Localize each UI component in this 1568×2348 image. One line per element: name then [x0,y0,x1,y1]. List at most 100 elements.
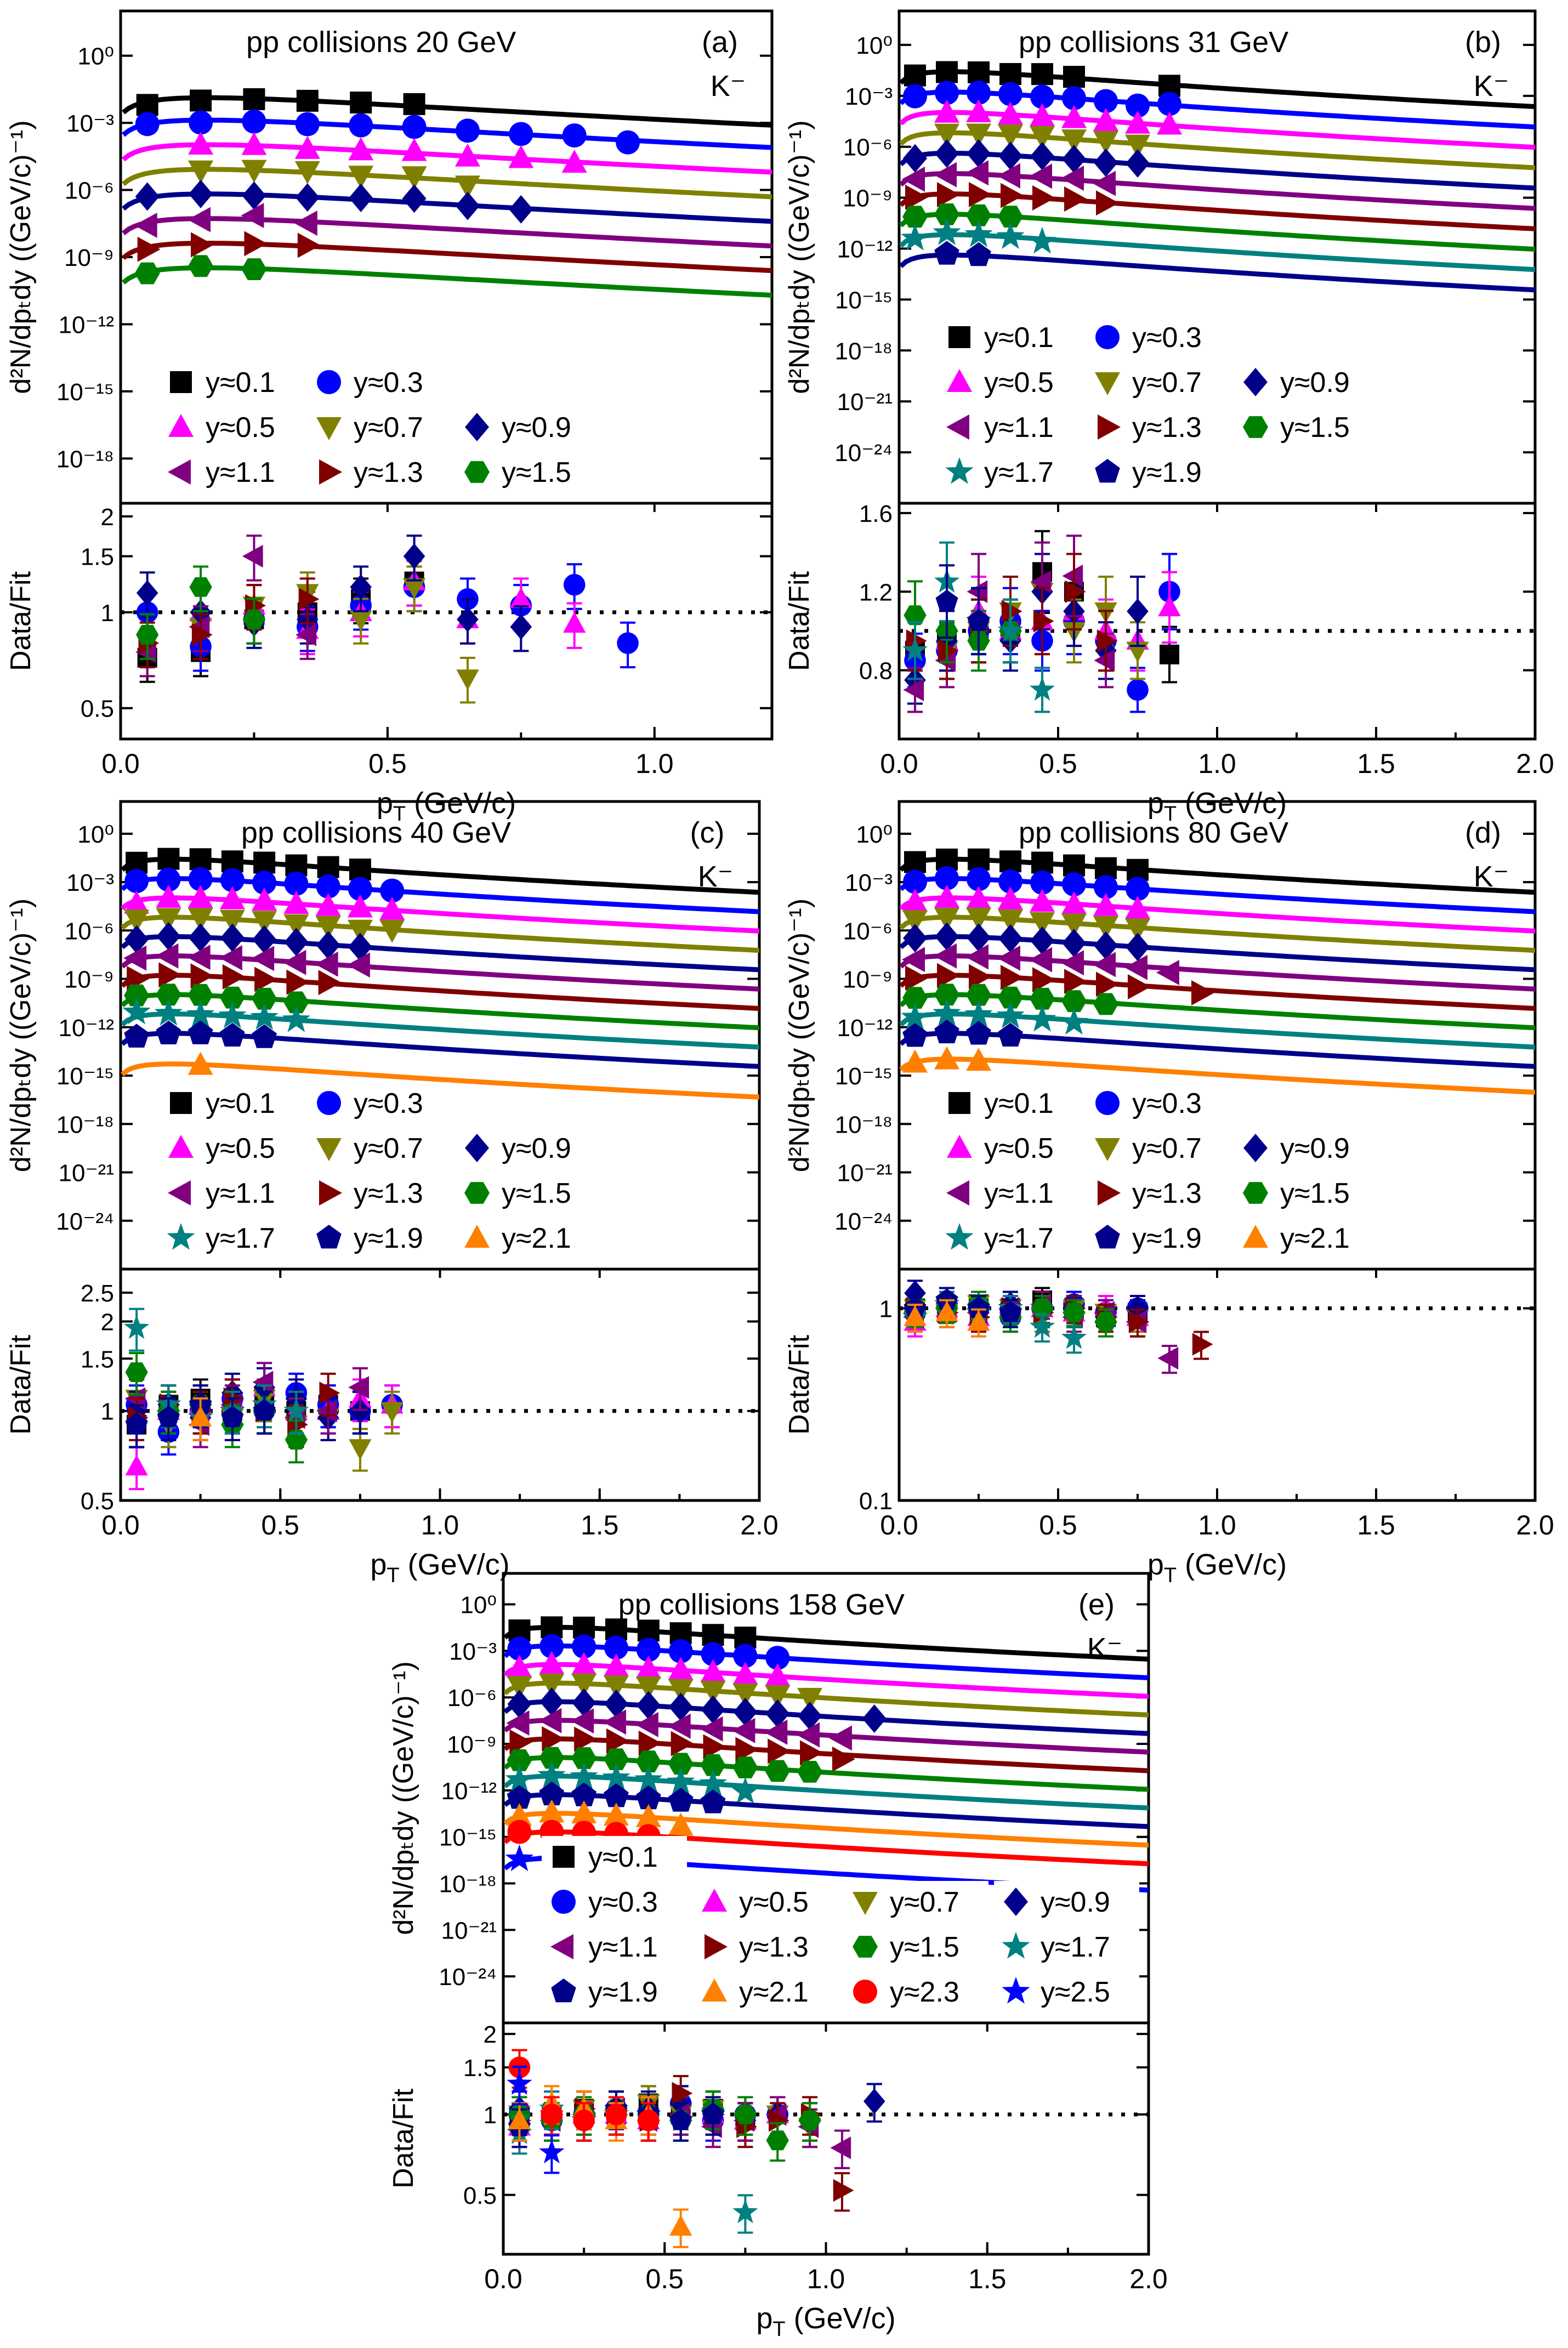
spectrum-point [1001,965,1024,991]
ratio-y-tick-label: 2 [101,1309,114,1335]
ratio-y-tick-label: 1 [879,1296,893,1323]
legend-entry: y≈0.7 [307,1127,450,1169]
spectrum-point [998,141,1022,170]
spectrum-point [284,871,309,896]
spectrum-point [403,93,425,115]
y-tick-label: 10⁻¹⁸ [835,338,893,365]
legend-marker [1243,416,1268,438]
spectrum-point [379,896,405,920]
spectrum-point [188,132,214,155]
legend-label: y≈0.9 [1041,1886,1110,1918]
legend-marker [1098,414,1121,440]
spectrum-point [768,1738,791,1764]
ratio-y-tick-label: 2 [484,2021,497,2048]
spectrum-point [1125,134,1150,158]
spectrum-point [934,203,959,225]
spectrum-point [732,1661,758,1685]
legend-label: y≈0.5 [984,1133,1054,1164]
fit-curve [899,992,1535,1031]
spectrum-point [135,112,160,137]
spectrum-point [188,1051,213,1075]
spectrum-point [998,101,1023,125]
spectrum-point [765,1760,791,1782]
legend-entry: y≈1.1 [938,406,1080,448]
legend-label: y≈1.1 [588,1931,658,1963]
fit-curve [122,117,772,150]
x-tick-label: 1.5 [1357,1510,1395,1540]
legend-entry: y≈0.3 [1086,316,1228,358]
spectrum-point [636,1638,661,1662]
spectrum-point [603,1709,626,1735]
spectrum-point [828,1725,852,1751]
spectrum-point [798,1702,822,1731]
y-tick-label: 10⁻²⁴ [439,1964,497,1991]
ratio-point [617,632,639,654]
ratio-point [283,1397,309,1422]
x-tick-label: 0.0 [484,2264,522,2294]
legend-marker [853,1936,878,1958]
spectrum-point [966,204,991,226]
fit-curve [121,1031,759,1069]
legend-entry: y≈1.3 [1086,406,1228,448]
legend-entry: y≈1.5 [455,1172,598,1214]
spectrum-point [1030,889,1055,912]
legend-label: y≈0.5 [206,1133,275,1164]
legend-entry: y≈0.9 [1234,361,1376,403]
ratio-point [457,606,479,633]
spectrum-point [188,983,213,1006]
ratio-point [935,1300,958,1322]
spectrum-point [401,166,427,190]
spectrum-point [902,889,928,912]
spectrum-point [241,160,267,183]
ratio-y-tick-label: 0.1 [859,1488,893,1515]
spectrum-point [242,181,266,210]
x-tick-label: 2.0 [1516,1510,1554,1540]
spectrum-point [905,184,928,210]
ratio-y-tick-label: 1.5 [81,1346,114,1373]
spectrum-point [1094,89,1118,113]
ratio-point [967,1296,990,1318]
fit-curve [899,212,1535,252]
spectrum-point [252,887,277,911]
fit-curve [899,191,1535,231]
spectrum-point [221,850,243,873]
spectrum-point [1124,954,1147,980]
legend-label: y≈1.3 [1132,1178,1202,1209]
spectrum-point [967,81,991,105]
legend-label: y≈1.9 [1132,1223,1202,1254]
ratio-y-tick-label: 0.8 [859,658,893,685]
ratio-point [402,578,426,599]
ratio-y-tick-label: 0.5 [81,696,114,723]
ratio-point [997,617,1024,642]
spectrum-point [220,923,245,952]
spectrum-point [635,1676,661,1700]
spectrum-point [635,1804,661,1827]
spectrum-point [571,1673,597,1697]
ratio-axis-label: Data/Fit [5,1334,37,1435]
spectrum-point [1126,933,1150,962]
legend-marker [947,369,972,392]
legend-label: y≈1.9 [354,1223,423,1254]
spectrum-point [902,206,928,228]
ratio-point [833,2179,854,2202]
spectrum-point [1030,926,1054,955]
spectrum-point [634,1765,663,1792]
spectrum-point [936,848,958,871]
y-axis-label: d²N/dpₜdy ((GeV/c)⁻¹) [388,1661,419,1935]
legend-marker [1095,1225,1120,1249]
fit-curves [121,848,759,1100]
spectrum-point [637,1619,660,1642]
spectrum-point [507,1820,532,1844]
y-tick-label: 10⁻⁶ [843,134,893,161]
legend-marker [167,1223,195,1250]
legend-marker [1004,1888,1028,1916]
spectrum-point [735,1737,759,1763]
spectrum-point [539,1747,565,1769]
legend-entry: y≈1.3 [1086,1172,1228,1214]
y-tick-label: 10⁻¹² [837,236,893,263]
spectrum-point [1093,892,1118,916]
fit-curve [899,876,1535,914]
spectrum-point [189,179,213,208]
spectrum-point [509,1729,533,1755]
